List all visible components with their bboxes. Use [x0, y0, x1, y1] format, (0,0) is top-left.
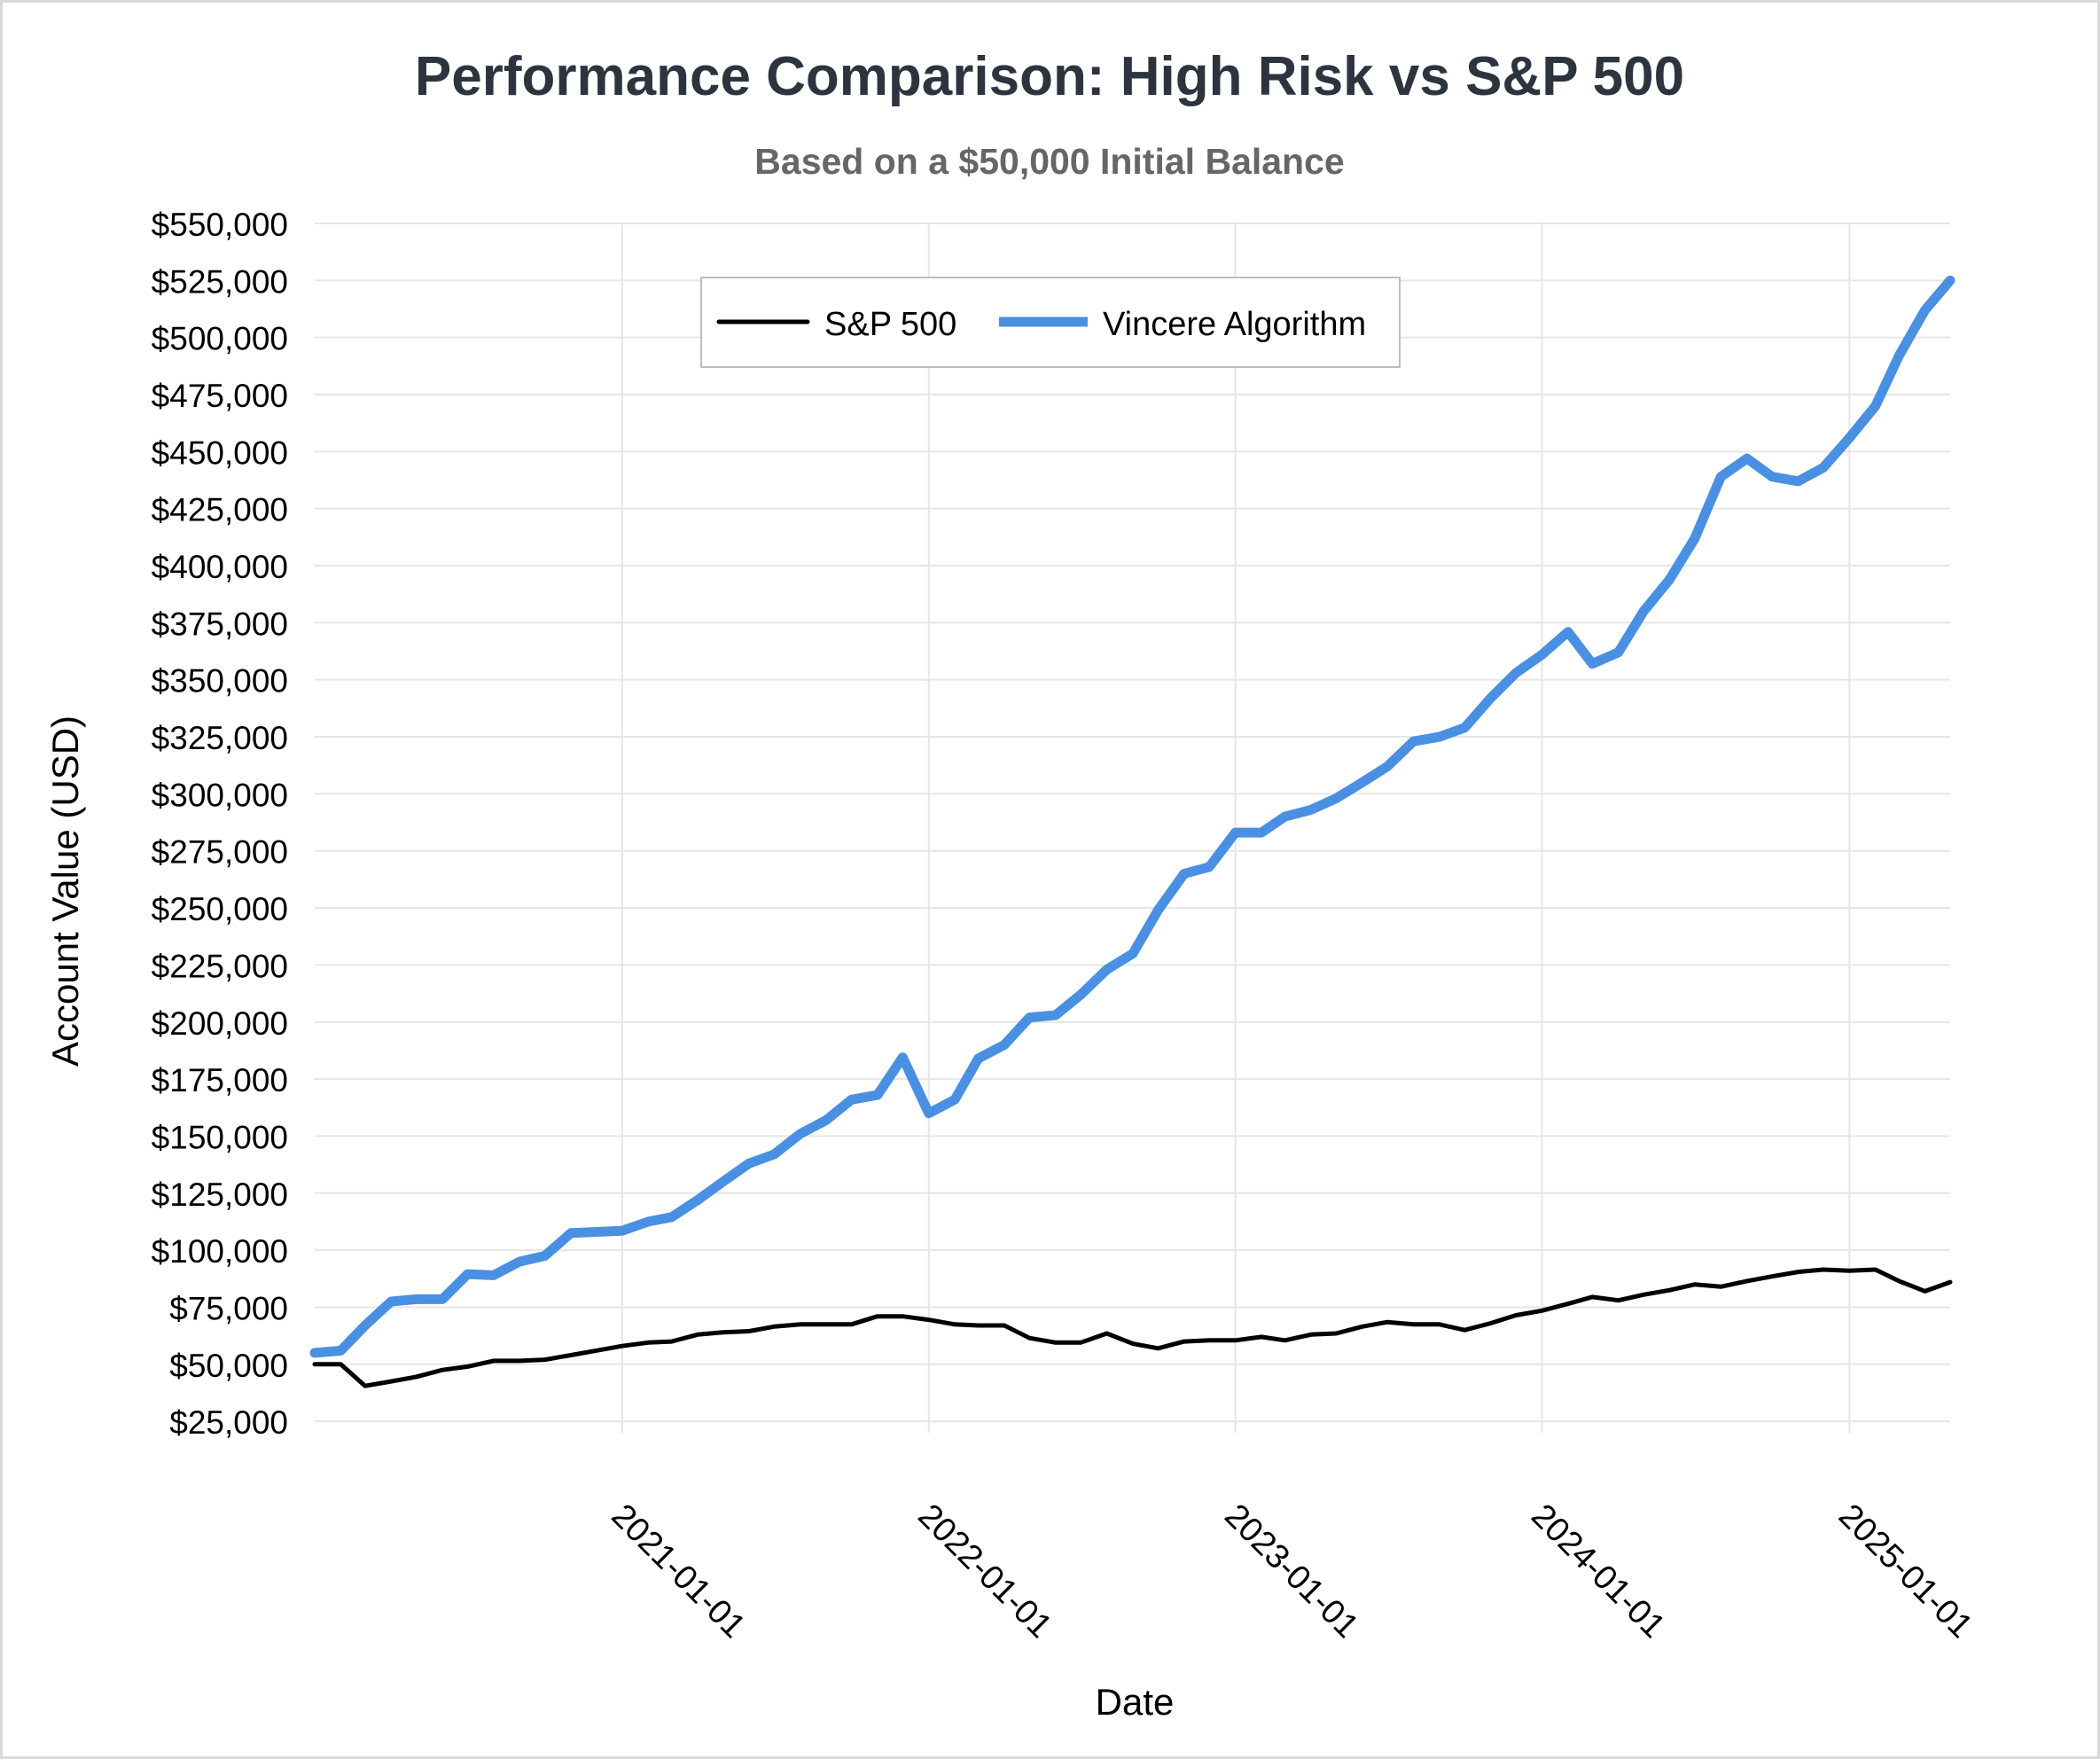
- legend: S&P 500 Vincere Algorithm: [700, 277, 1401, 368]
- y-tick-label: $450,000: [152, 434, 288, 471]
- legend-label-vincere: Vincere Algorithm: [1103, 306, 1366, 343]
- y-axis-label: Account Value (USD): [44, 715, 86, 1067]
- x-axis-label: Date: [1096, 1681, 1175, 1723]
- y-tick-label: $425,000: [152, 492, 288, 528]
- series-layer: [309, 275, 1956, 1388]
- y-tick-label: $375,000: [152, 606, 288, 642]
- y-tick-label: $350,000: [152, 663, 288, 700]
- series-1: [309, 275, 1956, 1358]
- y-tick-label: $200,000: [152, 1005, 288, 1042]
- y-tick-label: $25,000: [169, 1404, 288, 1441]
- y-tick-label: $125,000: [152, 1177, 288, 1213]
- y-tick-label: $275,000: [152, 834, 288, 871]
- y-axis: $25,000 $50,000 $75,000 $100,000 $125,000 $15…: [152, 207, 288, 1441]
- y-tick-label: $500,000: [152, 321, 288, 357]
- y-tick-label: $175,000: [152, 1062, 288, 1098]
- y-tick-label: $225,000: [152, 948, 288, 984]
- y-tick-label: $50,000: [169, 1348, 288, 1384]
- chart-subtitle: Based on a $50,000 Initial Balance: [754, 141, 1344, 182]
- y-tick-label: $325,000: [152, 720, 288, 756]
- y-tick-label: $525,000: [152, 263, 288, 300]
- series-line-0: [312, 1267, 1953, 1388]
- y-tick-label: $400,000: [152, 549, 288, 585]
- series-line-1: [309, 275, 1956, 1358]
- y-tick-label: $475,000: [152, 378, 288, 414]
- y-tick-label: $550,000: [152, 207, 288, 243]
- legend-label-sp500: S&P 500: [824, 306, 956, 343]
- y-tick-label: $250,000: [152, 891, 288, 927]
- y-tick-label: $75,000: [169, 1290, 288, 1326]
- chart-title: Performance Comparison: High Risk vs S&P…: [415, 46, 1684, 107]
- y-tick-label: $300,000: [152, 777, 288, 813]
- series-0: [312, 1267, 1953, 1388]
- y-tick-label: $100,000: [152, 1233, 288, 1270]
- y-tick-label: $150,000: [152, 1119, 288, 1155]
